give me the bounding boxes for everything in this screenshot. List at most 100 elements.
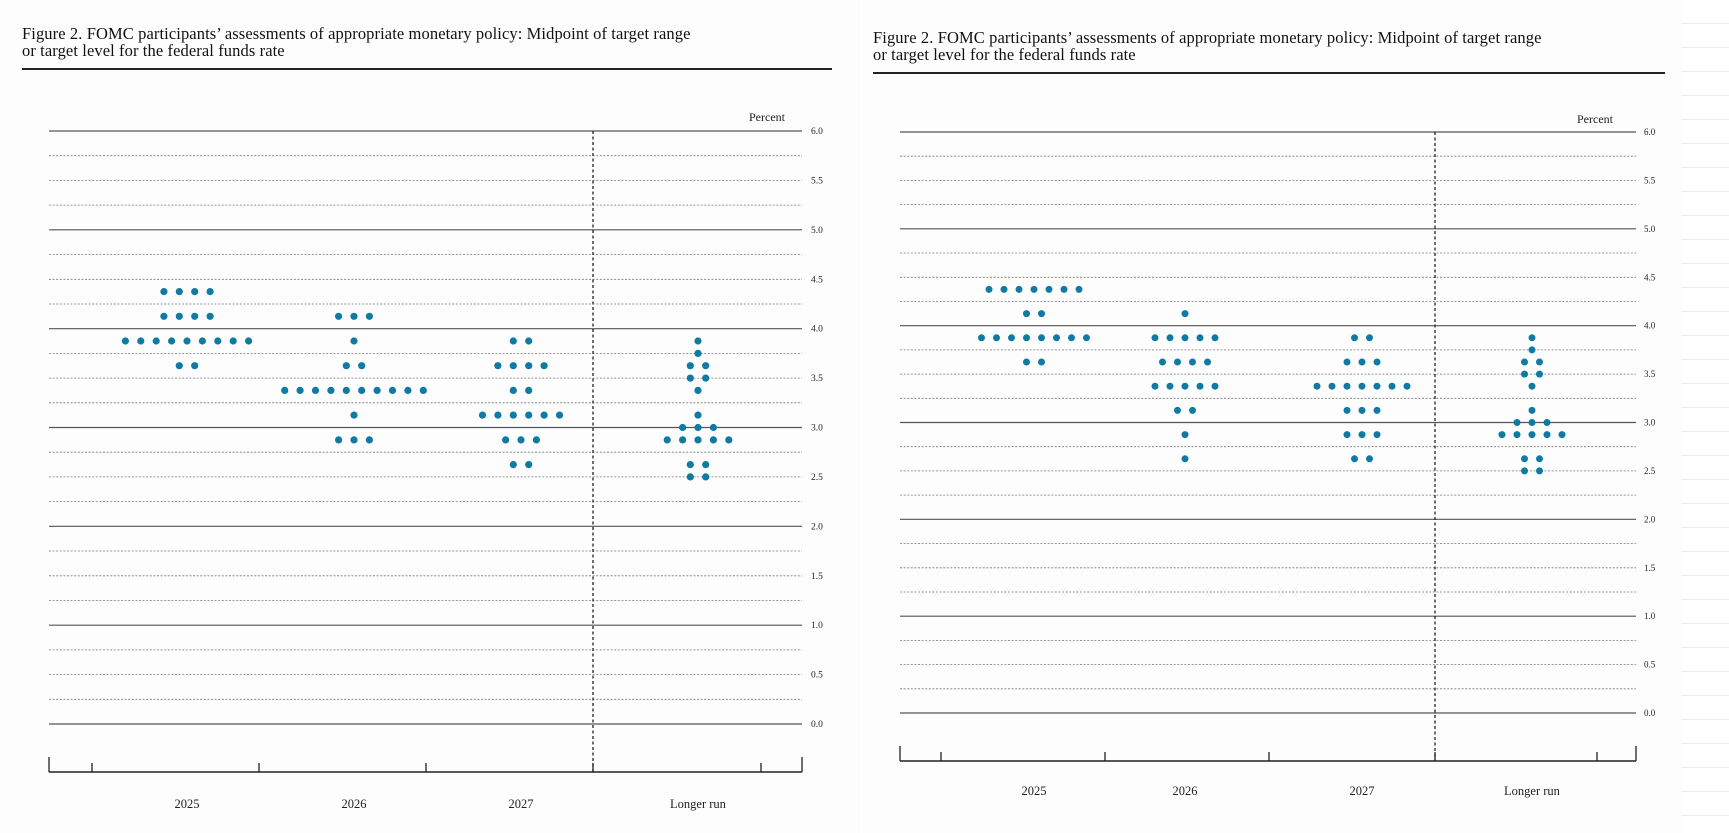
y-tick-label: 6.0	[811, 127, 823, 137]
participant-dot	[206, 312, 214, 320]
participant-dot	[525, 461, 533, 469]
participant-dot	[1053, 334, 1060, 342]
participant-dot	[1521, 370, 1528, 378]
participant-dot	[206, 288, 214, 296]
participant-dot	[137, 337, 145, 345]
participant-dot	[702, 374, 710, 382]
participant-dot	[1008, 334, 1015, 342]
participant-dot	[1513, 431, 1521, 439]
y-tick-label: 0.0	[1644, 708, 1656, 718]
participant-dot	[1498, 431, 1506, 439]
participant-dot	[296, 386, 304, 394]
participant-dot	[1313, 382, 1321, 390]
participant-dot	[1038, 358, 1045, 366]
participant-dot	[1528, 431, 1536, 439]
participant-dot	[663, 436, 671, 444]
participant-dot	[502, 436, 510, 444]
participant-dot	[245, 337, 253, 345]
participant-dot	[1528, 406, 1536, 414]
participant-dot	[709, 423, 718, 432]
participant-dot	[1181, 310, 1189, 318]
participant-dot	[327, 386, 335, 394]
y-tick-label: 5.0	[811, 226, 823, 236]
participant-dot	[350, 337, 358, 345]
participant-dot	[350, 436, 358, 444]
participant-dot	[694, 337, 702, 345]
title-rule	[873, 72, 1665, 74]
y-axis-unit-label: Percent	[749, 110, 786, 124]
y-tick-label: 0.5	[811, 671, 823, 681]
participant-dot	[1528, 334, 1536, 342]
participant-dot	[694, 349, 702, 357]
dot-plot-chart: 0.0 0.5 1.0 1.5 2.0 2.5 3.0 3.5 4.0 4.5 5.0 5.5 6.0 P…	[48, 110, 823, 811]
participant-dot	[335, 312, 343, 320]
x-category-label: 2025	[1022, 784, 1047, 798]
participant-dot	[686, 362, 694, 370]
participant-dot	[1343, 358, 1351, 366]
left-figure-panel: Figure 2. FOMC participants’ assessments…	[0, 0, 860, 833]
participant-dot	[365, 312, 373, 320]
figure-title-line-2: or target level for the federal funds ra…	[22, 41, 285, 60]
participant-dot	[1015, 285, 1023, 293]
participant-dot	[1328, 382, 1336, 390]
participant-dot	[1536, 455, 1543, 463]
y-axis-unit-label: Percent	[1577, 112, 1614, 126]
participant-dot	[1045, 285, 1053, 293]
participant-dot	[1023, 334, 1030, 342]
participant-dot	[1358, 382, 1366, 390]
y-tick-label: 2.5	[811, 473, 823, 483]
participant-dot	[1358, 431, 1366, 439]
participant-dot	[702, 473, 710, 481]
x-category-label: 2025	[175, 797, 200, 811]
participant-dot	[1166, 382, 1174, 390]
right-figure-panel: Figure 2. FOMC participants’ assessments…	[862, 0, 1682, 833]
participant-dot	[1181, 334, 1189, 342]
participant-dot	[1373, 406, 1381, 414]
participant-dot	[1068, 334, 1075, 342]
participant-dot	[725, 436, 733, 444]
participant-dot	[358, 386, 366, 394]
participant-dot	[1060, 285, 1068, 293]
participant-dot	[175, 362, 183, 370]
participant-dot	[1023, 310, 1030, 318]
participant-dot	[1373, 358, 1381, 366]
participant-dot	[702, 362, 710, 370]
edge-strip	[1682, 0, 1729, 833]
participant-dot	[540, 362, 548, 370]
y-tick-label: 1.0	[811, 621, 823, 631]
participant-dot	[1358, 406, 1366, 414]
participant-dot	[509, 386, 517, 394]
participant-dot	[342, 362, 350, 370]
participant-dot	[121, 337, 129, 345]
y-tick-label: 1.5	[811, 572, 823, 582]
participant-dot	[532, 436, 541, 444]
participant-dot	[1343, 406, 1351, 414]
figure-title: Figure 2. FOMC participants’ assessments…	[22, 25, 691, 59]
y-tick-label: 4.5	[1644, 272, 1656, 282]
participant-dot	[183, 337, 191, 345]
participant-dot	[1536, 370, 1543, 378]
participant-dot	[191, 288, 199, 296]
participant-dot	[694, 436, 702, 444]
participant-dot	[1351, 455, 1358, 463]
participant-dot	[686, 374, 694, 382]
participant-dot	[525, 337, 533, 345]
participant-dot	[358, 362, 366, 370]
y-tick-label: 0.5	[1644, 660, 1656, 670]
participant-dot	[175, 312, 183, 320]
participant-dot	[1366, 455, 1373, 463]
participant-dot	[1343, 382, 1351, 390]
participant-dot	[152, 337, 160, 345]
participant-dot	[494, 411, 502, 419]
participant-dot	[1083, 334, 1090, 342]
figure-title-line-1: Figure 2. FOMC participants’ assessments…	[873, 28, 1542, 47]
participant-dot	[373, 386, 381, 394]
title-rule	[22, 68, 832, 70]
participant-dot	[694, 386, 702, 394]
participant-dot	[509, 337, 517, 345]
participant-dot	[191, 312, 199, 320]
participant-dot	[198, 337, 206, 345]
participant-dot	[1023, 358, 1030, 366]
dot-plot-chart: 0.0 0.5 1.0 1.5 2.0 2.5 3.0 3.5 4.0 4.5 5.0 5.5 6.0 P…	[899, 112, 1656, 798]
y-tick-label: 1.0	[1644, 611, 1656, 621]
